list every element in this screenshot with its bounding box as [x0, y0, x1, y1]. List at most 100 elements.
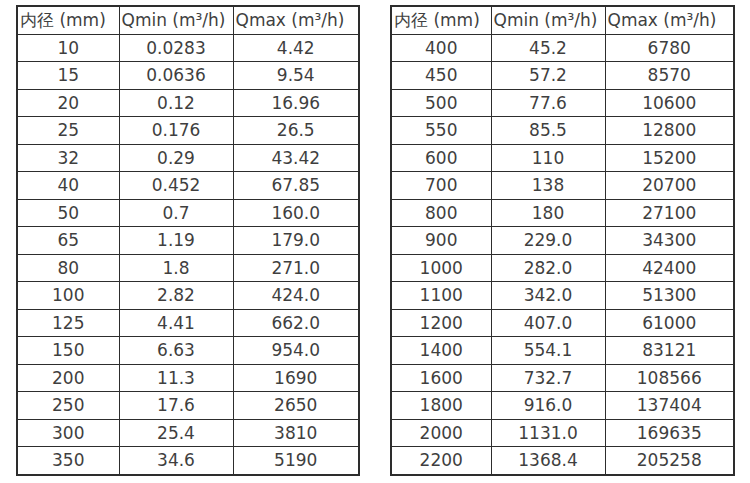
table-cell: 180	[491, 199, 605, 227]
table-row: 320.2943.42	[17, 144, 359, 172]
table-cell: 42400	[605, 254, 734, 282]
table-row: 200.1216.96	[17, 89, 359, 117]
table-cell: 65	[17, 227, 119, 255]
table-row: 22001368.4205258	[391, 447, 734, 475]
column-header-qmax: Qmax (m³/h)	[233, 6, 359, 34]
table-cell: 169635	[605, 419, 734, 447]
table-row: 100.02834.42	[17, 34, 359, 62]
table-row: 80018027100	[391, 199, 734, 227]
table-cell: 250	[17, 392, 119, 420]
table-body: 100.02834.42150.06369.54200.1216.96250.1…	[17, 34, 359, 475]
table-cell: 0.0283	[119, 34, 233, 62]
table-cell: 0.176	[119, 117, 233, 145]
table-cell: 205258	[605, 447, 734, 475]
column-header-qmin: Qmin (m³/h)	[119, 6, 233, 34]
table-cell: 17.6	[119, 392, 233, 420]
table-cell: 1690	[233, 364, 359, 392]
table-row: 400.45267.85	[17, 172, 359, 200]
table-row: 1254.41662.0	[17, 309, 359, 337]
table-cell: 1131.0	[491, 419, 605, 447]
column-header-qmin: Qmin (m³/h)	[491, 6, 605, 34]
table-cell: 80	[17, 254, 119, 282]
table-cell: 40	[17, 172, 119, 200]
table-cell: 25.4	[119, 419, 233, 447]
table-cell: 57.2	[491, 62, 605, 90]
table-cell: 10600	[605, 89, 734, 117]
table-row: 60011015200	[391, 144, 734, 172]
table-body: 40045.2678045057.2857050077.61060055085.…	[391, 34, 734, 475]
table-row: 内径 (mm) Qmin (m³/h) Qmax (m³/h)	[391, 6, 734, 34]
table-cell: 137404	[605, 392, 734, 420]
table-cell: 20700	[605, 172, 734, 200]
table-cell: 20	[17, 89, 119, 117]
table-cell: 61000	[605, 309, 734, 337]
table-cell: 4.41	[119, 309, 233, 337]
table-cell: 32	[17, 144, 119, 172]
table-cell: 500	[391, 89, 491, 117]
table-cell: 1100	[391, 282, 491, 310]
table-row: 900229.034300	[391, 227, 734, 255]
table-cell: 916.0	[491, 392, 605, 420]
table-cell: 43.42	[233, 144, 359, 172]
table-cell: 34300	[605, 227, 734, 255]
table-cell: 900	[391, 227, 491, 255]
table-row: 500.7160.0	[17, 199, 359, 227]
table-row: 50077.610600	[391, 89, 734, 117]
table-cell: 15	[17, 62, 119, 90]
table-cell: 150	[17, 337, 119, 365]
table-cell: 554.1	[491, 337, 605, 365]
table-cell: 26.5	[233, 117, 359, 145]
table-cell: 25	[17, 117, 119, 145]
table-cell: 1368.4	[491, 447, 605, 475]
table-cell: 200	[17, 364, 119, 392]
table-row: 1600732.7108566	[391, 364, 734, 392]
table-cell: 11.3	[119, 364, 233, 392]
table-cell: 34.6	[119, 447, 233, 475]
table-cell: 125	[17, 309, 119, 337]
table-row: 25017.62650	[17, 392, 359, 420]
table-cell: 1000	[391, 254, 491, 282]
table-cell: 83121	[605, 337, 734, 365]
table-cell: 5190	[233, 447, 359, 475]
table-row: 1002.82424.0	[17, 282, 359, 310]
table-row: 30025.43810	[17, 419, 359, 447]
table-cell: 16.96	[233, 89, 359, 117]
table-cell: 100	[17, 282, 119, 310]
table-row: 70013820700	[391, 172, 734, 200]
table-row: 40045.26780	[391, 34, 734, 62]
table-cell: 400	[391, 34, 491, 62]
table-cell: 6780	[605, 34, 734, 62]
table-row: 1400554.183121	[391, 337, 734, 365]
table-cell: 954.0	[233, 337, 359, 365]
column-header-qmax: Qmax (m³/h)	[605, 6, 734, 34]
table-cell: 2200	[391, 447, 491, 475]
table-cell: 1400	[391, 337, 491, 365]
table-cell: 6.63	[119, 337, 233, 365]
flow-rate-table-large-diameters: 内径 (mm) Qmin (m³/h) Qmax (m³/h) 40045.26…	[390, 5, 735, 476]
table-cell: 300	[17, 419, 119, 447]
table-row: 801.8271.0	[17, 254, 359, 282]
flow-rate-table-small-diameters: 内径 (mm) Qmin (m³/h) Qmax (m³/h) 100.0283…	[16, 5, 360, 476]
column-header-diameter: 内径 (mm)	[17, 6, 119, 34]
table-cell: 1200	[391, 309, 491, 337]
table-row: 250.17626.5	[17, 117, 359, 145]
table-cell: 800	[391, 199, 491, 227]
table-row: 1200407.061000	[391, 309, 734, 337]
column-header-diameter: 内径 (mm)	[391, 6, 491, 34]
table-cell: 15200	[605, 144, 734, 172]
table-row: 内径 (mm) Qmin (m³/h) Qmax (m³/h)	[17, 6, 359, 34]
table-cell: 2650	[233, 392, 359, 420]
table-cell: 2.82	[119, 282, 233, 310]
table-row: 35034.65190	[17, 447, 359, 475]
table-cell: 662.0	[233, 309, 359, 337]
table-row: 651.19179.0	[17, 227, 359, 255]
table-cell: 179.0	[233, 227, 359, 255]
table-cell: 160.0	[233, 199, 359, 227]
table-cell: 85.5	[491, 117, 605, 145]
table-header-row: 内径 (mm) Qmin (m³/h) Qmax (m³/h)	[17, 6, 359, 34]
table-row: 1800916.0137404	[391, 392, 734, 420]
table-cell: 271.0	[233, 254, 359, 282]
table-row: 20001131.0169635	[391, 419, 734, 447]
table-cell: 424.0	[233, 282, 359, 310]
table-cell: 45.2	[491, 34, 605, 62]
